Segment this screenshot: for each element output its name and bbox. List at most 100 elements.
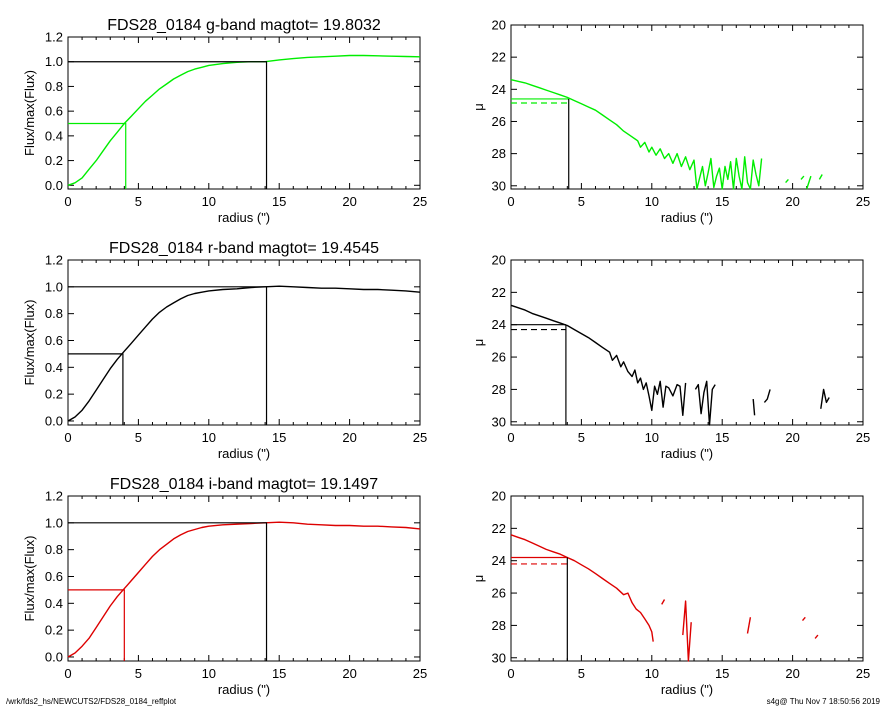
panel-r-growth-xtick-label: 5 bbox=[135, 430, 142, 445]
panel-g-profile-xtick-label: 20 bbox=[785, 194, 799, 209]
panel-g-profile-frame bbox=[510, 24, 864, 190]
panel-g-growth-xtick-label: 5 bbox=[135, 194, 142, 209]
panel-i-profile-ytick-label: 28 bbox=[492, 618, 506, 633]
panel-g-profile-series-line bbox=[510, 79, 763, 190]
panel-r-profile-ytick-label: 28 bbox=[492, 382, 506, 397]
panel-i-profile-xtick-label: 0 bbox=[507, 666, 514, 681]
panel-g-profile-ytick-label: 24 bbox=[492, 82, 506, 97]
panel-g-growth-xlabel: radius (") bbox=[218, 210, 270, 225]
panel-i-profile-xtick-label: 10 bbox=[645, 666, 659, 681]
panel-r-profile-ytick-label: 24 bbox=[492, 317, 506, 332]
panel-i-growth-ytick-label: 1.0 bbox=[45, 515, 63, 530]
panel-r-growth-ytick-label: 0.8 bbox=[45, 306, 63, 321]
panel-i-profile-xtick-label: 20 bbox=[785, 666, 799, 681]
panel-i-growth-ytick-label: 0.0 bbox=[45, 649, 63, 664]
panel-r-profile-xtick-label: 20 bbox=[785, 430, 799, 445]
panel-i-growth-title: FDS28_0184 i-band magtot= 19.1497 bbox=[110, 476, 378, 493]
panel-i-growth-xtick-label: 20 bbox=[342, 666, 356, 681]
panel-g-growth-ytick-label: 0.6 bbox=[45, 104, 63, 119]
panel-i-growth-frame bbox=[67, 495, 421, 662]
panel-i-profile-xtick-label: 15 bbox=[715, 666, 729, 681]
panel-r-profile-ytick-label: 26 bbox=[492, 350, 506, 365]
panel-i-profile-series-line bbox=[510, 534, 654, 642]
panel-r-profile-xlabel: radius (") bbox=[661, 446, 713, 461]
panel-i-growth-series-line bbox=[67, 521, 421, 658]
panel-g-growth-ytick-label: 0.4 bbox=[45, 128, 63, 143]
panel-i-growth-ylabel: Flux/max(Flux) bbox=[22, 536, 37, 622]
panel-r-growth-rmax-guide bbox=[68, 286, 268, 425]
panel-g-growth-ytick-label: 0.8 bbox=[45, 79, 63, 94]
panel-g-profile-series-line bbox=[785, 178, 789, 184]
panel-g-profile-xtick-label: 0 bbox=[507, 194, 514, 209]
panel-i-growth-xlabel: radius (") bbox=[218, 682, 270, 697]
panel-i-growth-ytick-label: 0.8 bbox=[45, 542, 63, 557]
panel-r-growth-frame bbox=[67, 259, 421, 426]
panel-g-growth-xtick-label: 15 bbox=[272, 194, 286, 209]
panel-r-growth-xtick-label: 10 bbox=[202, 430, 216, 445]
panel-r-profile-series-line bbox=[820, 388, 830, 409]
panel-i-growth-xtick-label: 5 bbox=[135, 666, 142, 681]
panel-i-profile-series-line bbox=[801, 616, 806, 622]
panel-g-profile-series-line bbox=[800, 175, 805, 180]
panel-r-profile-ytick-label: 20 bbox=[492, 253, 506, 268]
panel-g-growth-ytick-label: 1.2 bbox=[45, 30, 63, 45]
panel-i-growth-ytick-label: 0.4 bbox=[45, 596, 63, 611]
panel-i-growth-xtick-label: 10 bbox=[202, 666, 216, 681]
panel-g-growth-ytick-label: 1.0 bbox=[45, 54, 63, 69]
panel-i-profile-ytick-label: 30 bbox=[492, 650, 506, 665]
panel-i-growth-ytick-label: 0.6 bbox=[45, 569, 63, 584]
panel-g-profile-xtick-label: 25 bbox=[856, 194, 870, 209]
panel-i-profile-ylabel: μ bbox=[471, 575, 486, 583]
panel-r-profile-series-line bbox=[694, 380, 716, 426]
panel-r-growth-ytick-label: 0.6 bbox=[45, 333, 63, 348]
panel-i-profile-series-line bbox=[814, 634, 819, 639]
panel-r-growth-xtick-label: 15 bbox=[272, 430, 286, 445]
panel-g-profile-xlabel: radius (") bbox=[661, 210, 713, 225]
panel-r-profile-ylabel: μ bbox=[471, 339, 486, 347]
panel-i-profile-ytick-label: 26 bbox=[492, 586, 506, 601]
panel-r-growth-title: FDS28_0184 r-band magtot= 19.4545 bbox=[109, 240, 379, 257]
panel-r-growth-ytick-label: 1.0 bbox=[45, 279, 63, 294]
panel-i-profile-series-line bbox=[746, 617, 752, 634]
panel-i-profile-series-line bbox=[661, 599, 666, 605]
panel-i-profile-ytick-label: 24 bbox=[492, 553, 506, 568]
panel-g-profile-series-line bbox=[818, 174, 823, 180]
panel-i-growth-rmax-guide bbox=[68, 522, 268, 661]
panel-i-growth-xtick-label: 25 bbox=[413, 666, 427, 681]
panel-i-profile-xlabel: radius (") bbox=[661, 682, 713, 697]
panel-i-growth-xtick-label: 0 bbox=[64, 666, 71, 681]
panel-g-growth-xtick-label: 0 bbox=[64, 194, 71, 209]
panel-g-growth-series-line bbox=[67, 54, 421, 186]
panel-i-profile-frame bbox=[510, 495, 864, 662]
panel-r-profile-xtick-label: 5 bbox=[578, 430, 585, 445]
panel-g-profile-ylabel: μ bbox=[471, 103, 486, 111]
panel-r-profile-series-line bbox=[752, 399, 756, 416]
panel-i-profile-xtick-label: 25 bbox=[856, 666, 870, 681]
panel-r-growth-xtick-label: 0 bbox=[64, 430, 71, 445]
panel-i-profile-ytick-label: 20 bbox=[492, 489, 506, 504]
panel-g-growth-rmax-guide bbox=[68, 61, 268, 189]
panel-i-profile-xtick-label: 5 bbox=[578, 666, 585, 681]
panel-g-growth-ytick-label: 0.0 bbox=[45, 178, 63, 193]
panel-r-growth-ytick-label: 0.2 bbox=[45, 387, 63, 402]
panel-g-growth-title: FDS28_0184 g-band magtot= 19.8032 bbox=[107, 17, 381, 34]
panel-g-growth-frame bbox=[67, 36, 421, 190]
panel-r-profile-xtick-label: 0 bbox=[507, 430, 514, 445]
panel-r-profile-ytick-label: 30 bbox=[492, 414, 506, 429]
panel-i-growth-ytick-label: 0.2 bbox=[45, 623, 63, 638]
panel-r-profile-xtick-label: 10 bbox=[645, 430, 659, 445]
panel-r-growth-xtick-label: 20 bbox=[342, 430, 356, 445]
panel-r-profile-xtick-label: 15 bbox=[715, 430, 729, 445]
panel-g-profile-ytick-label: 28 bbox=[492, 146, 506, 161]
panel-g-profile-ytick-label: 22 bbox=[492, 50, 506, 65]
footer-path: /wrk/fds2_hs/NEWCUTS2/FDS28_0184_reffplo… bbox=[6, 697, 177, 706]
panel-r-growth-xlabel: radius (") bbox=[218, 446, 270, 461]
panel-r-profile-frame bbox=[510, 259, 864, 426]
panel-r-growth-reff-guide bbox=[68, 353, 124, 425]
panel-r-profile-ytick-label: 22 bbox=[492, 285, 506, 300]
panel-g-profile-xtick-label: 10 bbox=[645, 194, 659, 209]
panel-r-growth-ytick-label: 0.4 bbox=[45, 360, 63, 375]
panel-g-growth-ytick-label: 0.2 bbox=[45, 153, 63, 168]
